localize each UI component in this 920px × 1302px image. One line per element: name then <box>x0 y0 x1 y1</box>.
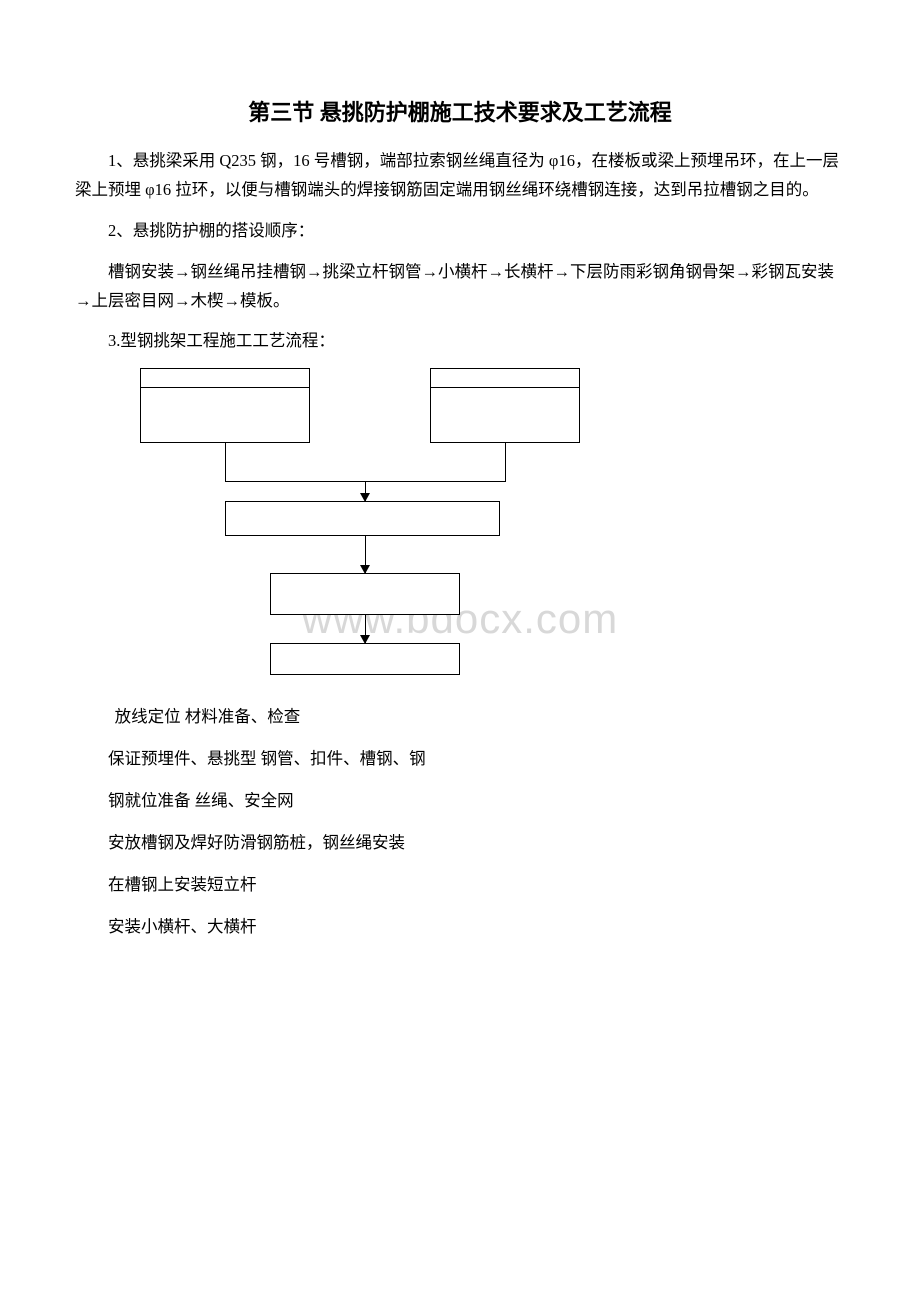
list-item: 安装小横杆、大横杆 <box>75 913 845 941</box>
process-list: 放线定位 材料准备、检查 保证预埋件、悬挑型 钢管、扣件、槽钢、钢 钢就位准备 … <box>75 703 845 941</box>
list-item: 放线定位 材料准备、检查 <box>75 703 845 731</box>
list-item: 保证预埋件、悬挑型 钢管、扣件、槽钢、钢 <box>75 745 845 773</box>
page-title: 第三节 悬挑防护棚施工技术要求及工艺流程 <box>75 95 845 127</box>
flowchart-box <box>140 388 310 443</box>
list-item: 钢就位准备 丝绳、安全网 <box>75 787 845 815</box>
list-item: 安放槽钢及焊好防滑钢筋桩，钢丝绳安装 <box>75 829 845 857</box>
paragraph-2: 2、悬挑防护棚的搭设顺序： <box>75 217 845 246</box>
flowchart-box <box>225 501 500 536</box>
paragraph-4: 3.型钢挑架工程施工工艺流程： <box>75 327 845 356</box>
flowchart-box <box>430 388 580 443</box>
flowchart-box <box>140 368 310 388</box>
flowchart-diagram <box>140 368 590 683</box>
list-item: 在槽钢上安装短立杆 <box>75 871 845 899</box>
paragraph-1: 1、悬挑梁采用 Q235 钢，16 号槽钢，端部拉索钢丝绳直径为 φ16，在楼板… <box>75 147 845 205</box>
flowchart-box <box>270 573 460 615</box>
flowchart-connector <box>225 443 226 481</box>
flowchart-box <box>430 368 580 388</box>
page-content: 第三节 悬挑防护棚施工技术要求及工艺流程 1、悬挑梁采用 Q235 钢，16 号… <box>75 95 845 942</box>
flowchart-connector <box>505 443 506 481</box>
paragraph-3: 槽钢安装→钢丝绳吊挂槽钢→挑梁立杆钢管→小横杆→长横杆→下层防雨彩钢角钢骨架→彩… <box>75 258 845 316</box>
flowchart-box <box>270 643 460 675</box>
